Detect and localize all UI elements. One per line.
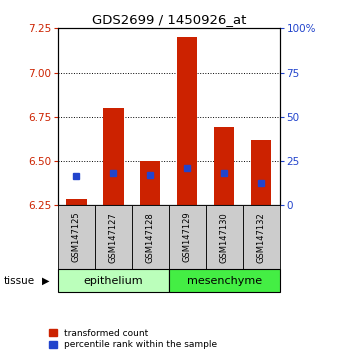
Bar — [66, 199, 87, 205]
Bar — [58, 205, 95, 269]
Bar — [243, 205, 280, 269]
Text: GSM147132: GSM147132 — [257, 212, 266, 263]
Bar — [169, 205, 206, 269]
Bar — [95, 205, 132, 269]
Bar — [177, 37, 197, 205]
Bar — [58, 269, 169, 292]
Text: GSM147125: GSM147125 — [72, 212, 81, 263]
Bar — [140, 161, 161, 205]
Text: GSM147130: GSM147130 — [220, 212, 229, 263]
Bar — [214, 127, 234, 205]
Text: GSM147127: GSM147127 — [109, 212, 118, 263]
Text: ▶: ▶ — [42, 275, 50, 286]
Title: GDS2699 / 1450926_at: GDS2699 / 1450926_at — [92, 13, 246, 26]
Text: GSM147129: GSM147129 — [183, 212, 192, 263]
Text: epithelium: epithelium — [84, 275, 143, 286]
Bar — [103, 108, 123, 205]
Text: tissue: tissue — [3, 275, 34, 286]
Text: mesenchyme: mesenchyme — [187, 275, 262, 286]
Bar — [132, 205, 169, 269]
Legend: transformed count, percentile rank within the sample: transformed count, percentile rank withi… — [49, 329, 217, 349]
Bar — [206, 205, 243, 269]
Bar — [169, 269, 280, 292]
Bar — [251, 140, 271, 205]
Text: GSM147128: GSM147128 — [146, 212, 155, 263]
